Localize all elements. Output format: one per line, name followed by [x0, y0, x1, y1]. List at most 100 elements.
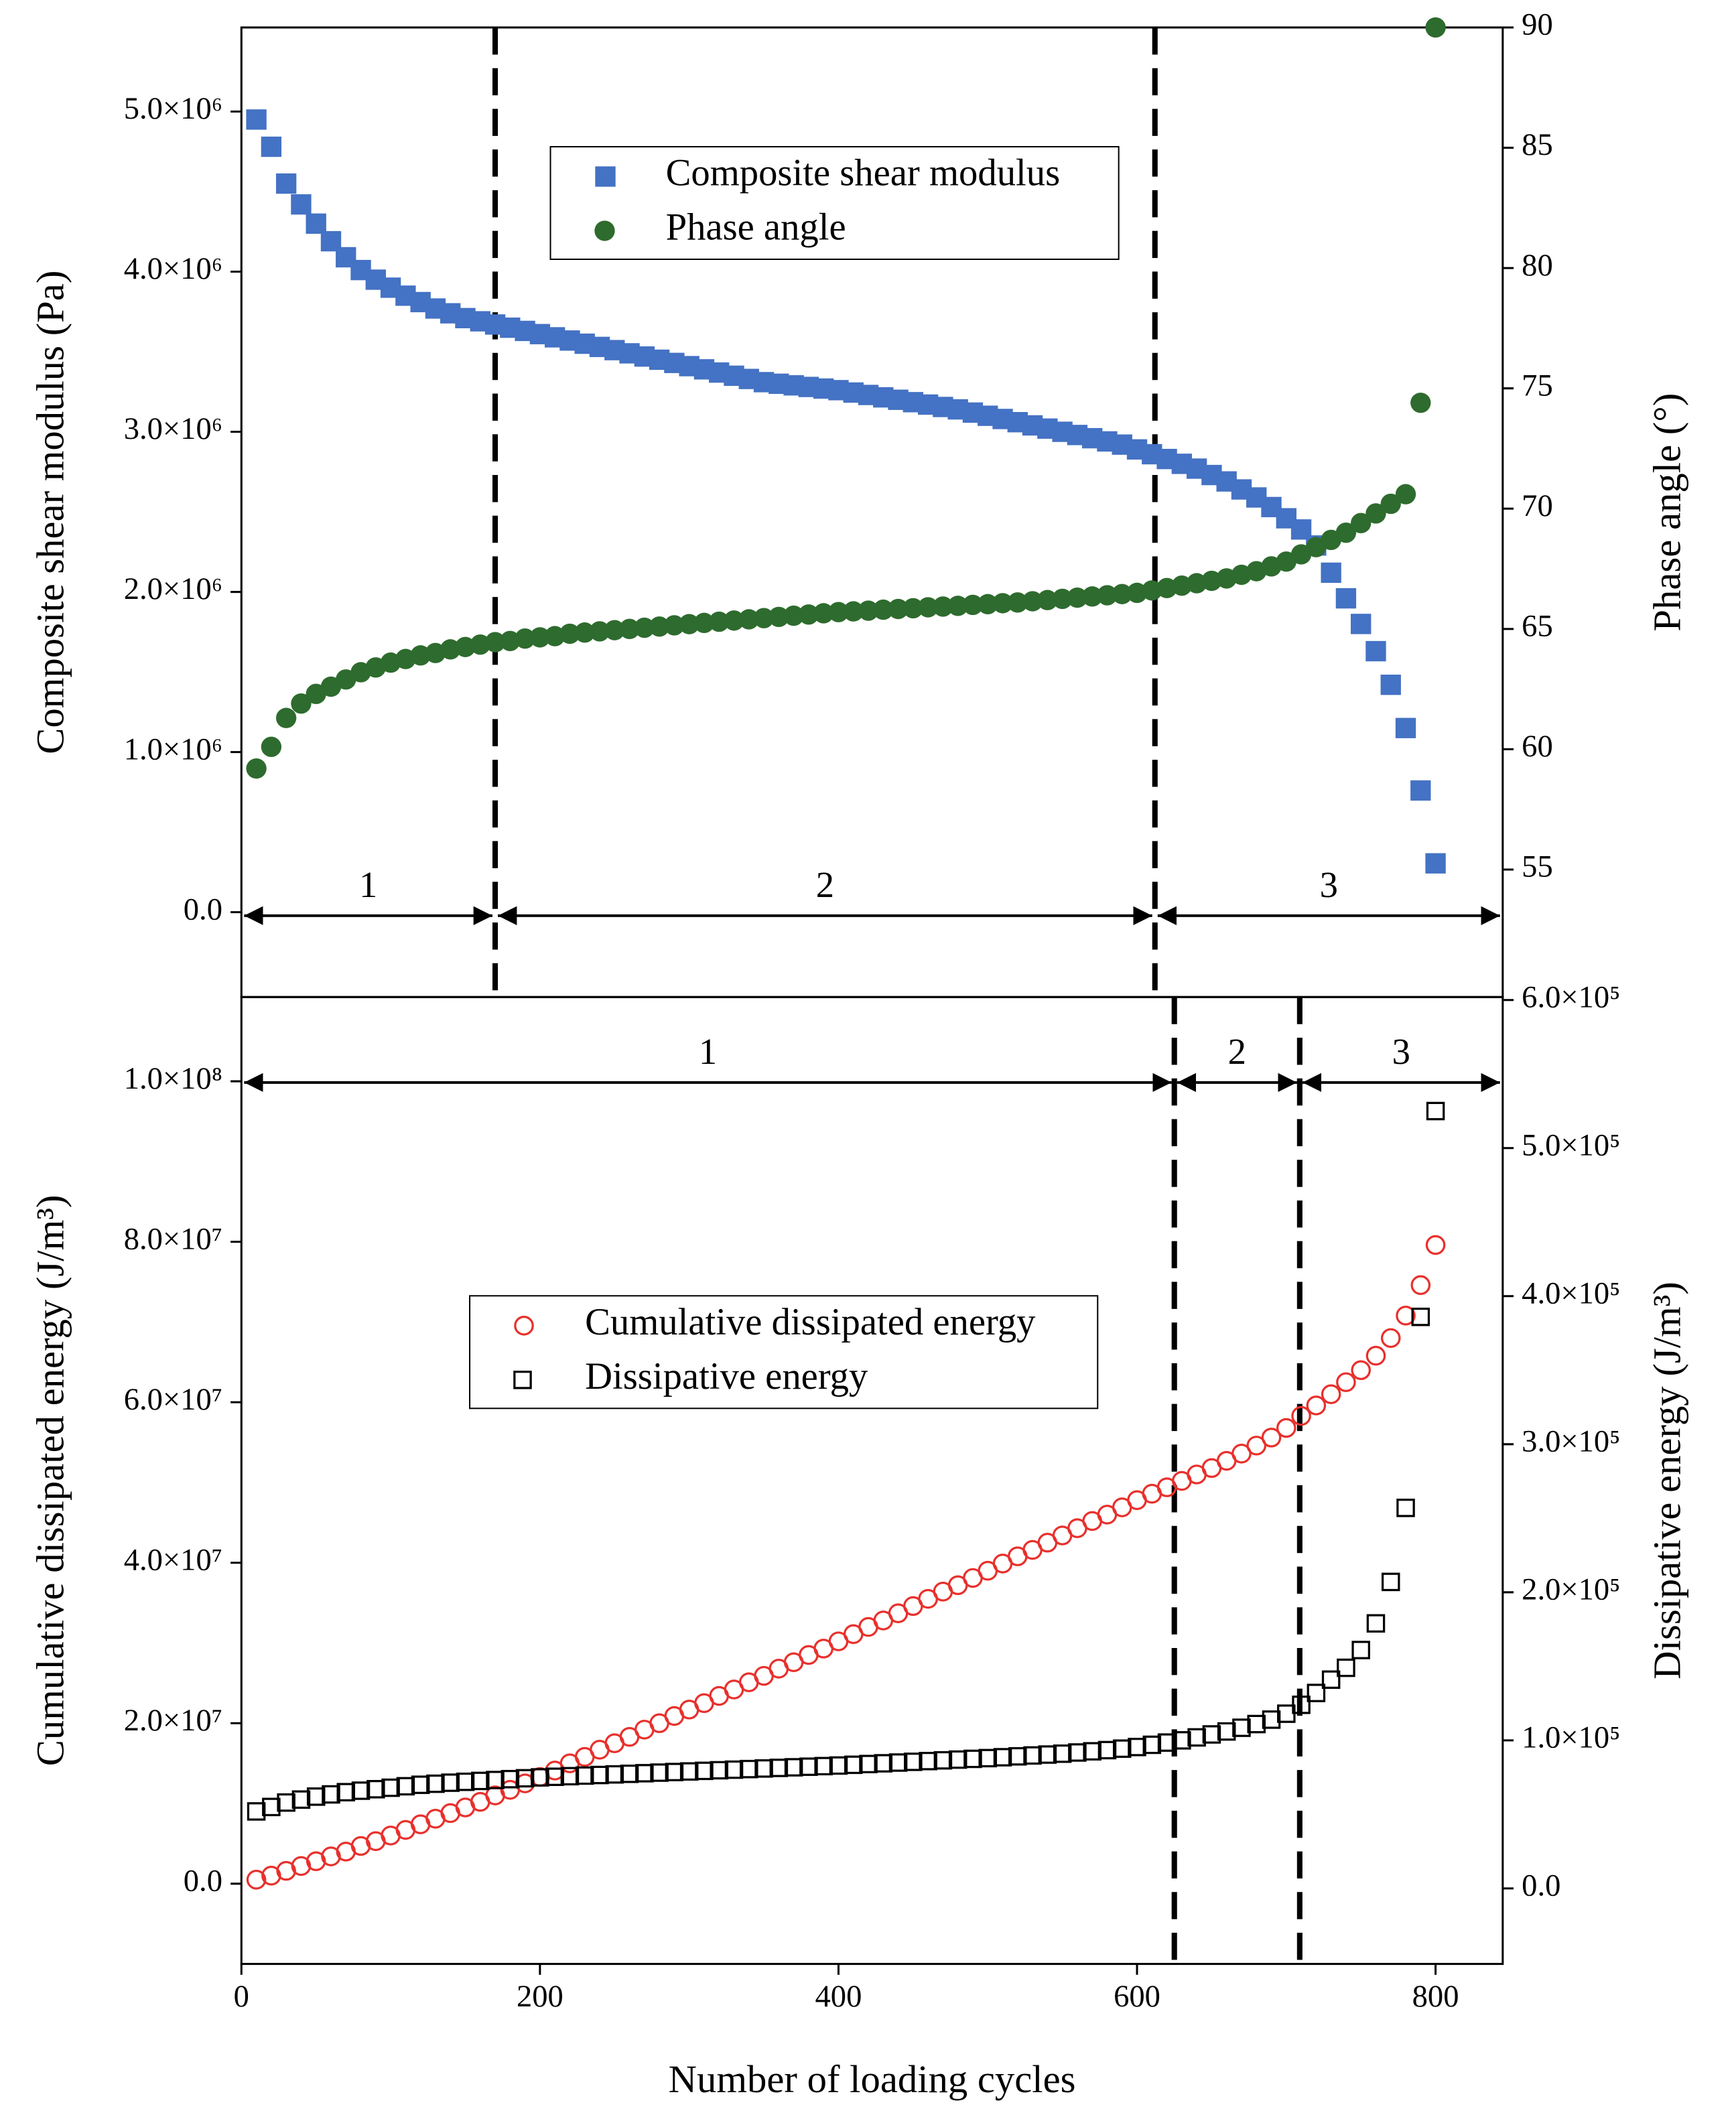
marker-circle — [1171, 575, 1193, 596]
marker-circle — [693, 612, 715, 634]
marker-square — [1038, 1745, 1057, 1764]
y2-tick-label: 75 — [1522, 368, 1553, 403]
marker-circle — [1351, 512, 1372, 533]
marker-circle — [246, 758, 267, 779]
marker-circle — [664, 615, 685, 636]
legend-marker — [513, 1371, 532, 1389]
marker-circle — [574, 622, 595, 643]
marker-square — [1142, 1735, 1162, 1755]
y-tick-label: 1.0×10⁶ — [124, 732, 222, 766]
marker-circle — [515, 628, 535, 649]
marker-square — [500, 1769, 520, 1789]
marker-circle — [978, 594, 998, 615]
marker-square — [620, 1765, 639, 1783]
marker-square — [1128, 1738, 1146, 1757]
marker-circle — [559, 623, 580, 644]
marker-square — [396, 1777, 415, 1796]
marker-square — [650, 1763, 669, 1782]
y2-axis-label: Phase angle (°) — [1645, 393, 1688, 632]
marker-square — [1008, 1746, 1027, 1766]
marker-circle — [1067, 587, 1088, 608]
marker-circle — [1276, 1418, 1296, 1438]
legend-box — [469, 1295, 1099, 1410]
marker-circle — [1231, 1444, 1252, 1464]
marker-circle — [798, 604, 819, 625]
y2-tick-label: 85 — [1522, 128, 1553, 162]
marker-square — [1365, 640, 1386, 662]
marker-circle — [484, 632, 506, 653]
marker-square — [1321, 1670, 1341, 1689]
series — [246, 1235, 1446, 1890]
marker-square — [829, 1756, 848, 1775]
marker-square — [1307, 1684, 1326, 1702]
legend-marker — [594, 220, 615, 241]
marker-circle — [291, 693, 312, 714]
marker-square — [291, 194, 312, 215]
y-tick-label: 6.0×10⁷ — [124, 1383, 222, 1417]
x-tick-label: 200 — [517, 1980, 563, 2014]
marker-circle — [1380, 1328, 1401, 1349]
marker-circle — [500, 630, 521, 651]
marker-square — [261, 136, 282, 157]
marker-circle — [1246, 1436, 1267, 1456]
marker-square — [635, 1764, 654, 1783]
marker-square — [993, 1748, 1012, 1767]
y2-tick-label: 3.0×10⁵ — [1522, 1424, 1620, 1458]
y2-tick-label: 6.0×10⁵ — [1522, 980, 1620, 1014]
marker-circle — [813, 603, 834, 624]
y-tick-label: 2.0×10⁷ — [124, 1704, 222, 1738]
stage-label: 2 — [1228, 1031, 1246, 1072]
y-tick-label: 4.0×10⁶ — [124, 252, 222, 286]
marker-square — [471, 1771, 490, 1791]
marker-square — [859, 1755, 878, 1773]
x-tick-label: 0 — [234, 1980, 249, 2014]
marker-circle — [410, 645, 431, 666]
x-tick-label: 400 — [815, 1980, 862, 2014]
marker-square — [1202, 1725, 1221, 1744]
marker-square — [456, 1772, 475, 1791]
y-tick-label: 8.0×10⁷ — [124, 1222, 222, 1256]
marker-square — [486, 1771, 505, 1789]
marker-circle — [1351, 1360, 1371, 1381]
y-tick-label: 2.0×10⁶ — [124, 572, 222, 606]
marker-circle — [1007, 592, 1028, 613]
marker-square — [1426, 1101, 1445, 1121]
y2-tick-label: 2.0×10⁵ — [1522, 1573, 1620, 1607]
marker-circle — [1410, 393, 1431, 413]
marker-circle — [992, 593, 1013, 614]
marker-circle — [1037, 590, 1058, 610]
marker-square — [246, 109, 267, 130]
legend-label: Phase angle — [666, 207, 846, 249]
stage-label: 3 — [1392, 1031, 1410, 1072]
marker-square — [978, 1748, 997, 1768]
marker-circle — [634, 617, 655, 638]
marker-circle — [917, 597, 939, 618]
legend-marker — [595, 166, 616, 187]
marker-square — [560, 1767, 580, 1786]
marker-square — [799, 1757, 818, 1776]
marker-square — [1410, 780, 1431, 801]
marker-circle — [1142, 580, 1162, 601]
y-axis-label: Composite shear modulus (Pa) — [28, 271, 72, 754]
marker-square — [411, 1775, 430, 1794]
y-axis-label: Cumulative dissipated energy (J/m³) — [28, 1195, 72, 1767]
marker-circle — [544, 626, 565, 646]
series — [246, 109, 1446, 874]
marker-circle — [1321, 1384, 1341, 1404]
marker-circle — [1365, 503, 1386, 524]
marker-circle — [619, 618, 640, 640]
marker-square — [1396, 1499, 1415, 1517]
marker-square — [724, 1760, 744, 1779]
marker-circle — [1156, 577, 1177, 598]
marker-square — [784, 1758, 803, 1777]
marker-square — [1262, 1710, 1281, 1729]
y2-axis-label: Dissipative energy (J/m³) — [1645, 1282, 1688, 1679]
marker-circle — [828, 602, 849, 622]
marker-square — [948, 1750, 967, 1769]
marker-square — [1351, 1641, 1370, 1659]
marker-circle — [1410, 1275, 1431, 1296]
marker-square — [1335, 588, 1357, 609]
marker-square — [351, 1781, 371, 1800]
marker-square — [247, 1802, 266, 1821]
